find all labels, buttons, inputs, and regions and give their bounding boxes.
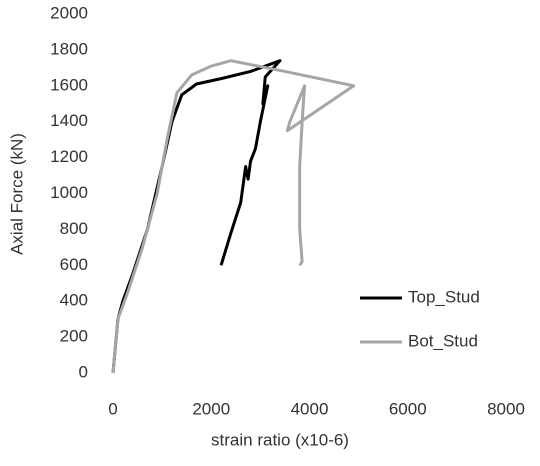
y-tick-label: 1600 (50, 75, 88, 94)
y-tick-label: 800 (60, 219, 88, 238)
series-line (111, 59, 282, 374)
legend-label: Top_Stud (408, 287, 480, 306)
series-line (111, 59, 356, 374)
y-tick-label: 0 (79, 362, 88, 381)
y-tick-label: 1800 (50, 39, 88, 58)
y-tick-label: 1200 (50, 147, 88, 166)
y-tick-label: 400 (60, 291, 88, 310)
y-tick-label: 1400 (50, 111, 88, 130)
x-tick-label: 4000 (291, 399, 329, 418)
y-tick-label: 200 (60, 327, 88, 346)
x-tick-label: 6000 (389, 399, 427, 418)
y-tick-label: 1000 (50, 183, 88, 202)
y-tick-label: 600 (60, 255, 88, 274)
x-tick-label: 2000 (192, 399, 230, 418)
x-tick-label: 8000 (487, 399, 525, 418)
y-axis-label: Axial Force (kN) (7, 133, 26, 255)
y-tick-label: 2000 (50, 3, 88, 22)
x-axis-label: strain ratio (x10-6) (211, 430, 349, 449)
x-tick-label: 0 (108, 399, 117, 418)
legend-label: Bot_Stud (408, 331, 478, 350)
